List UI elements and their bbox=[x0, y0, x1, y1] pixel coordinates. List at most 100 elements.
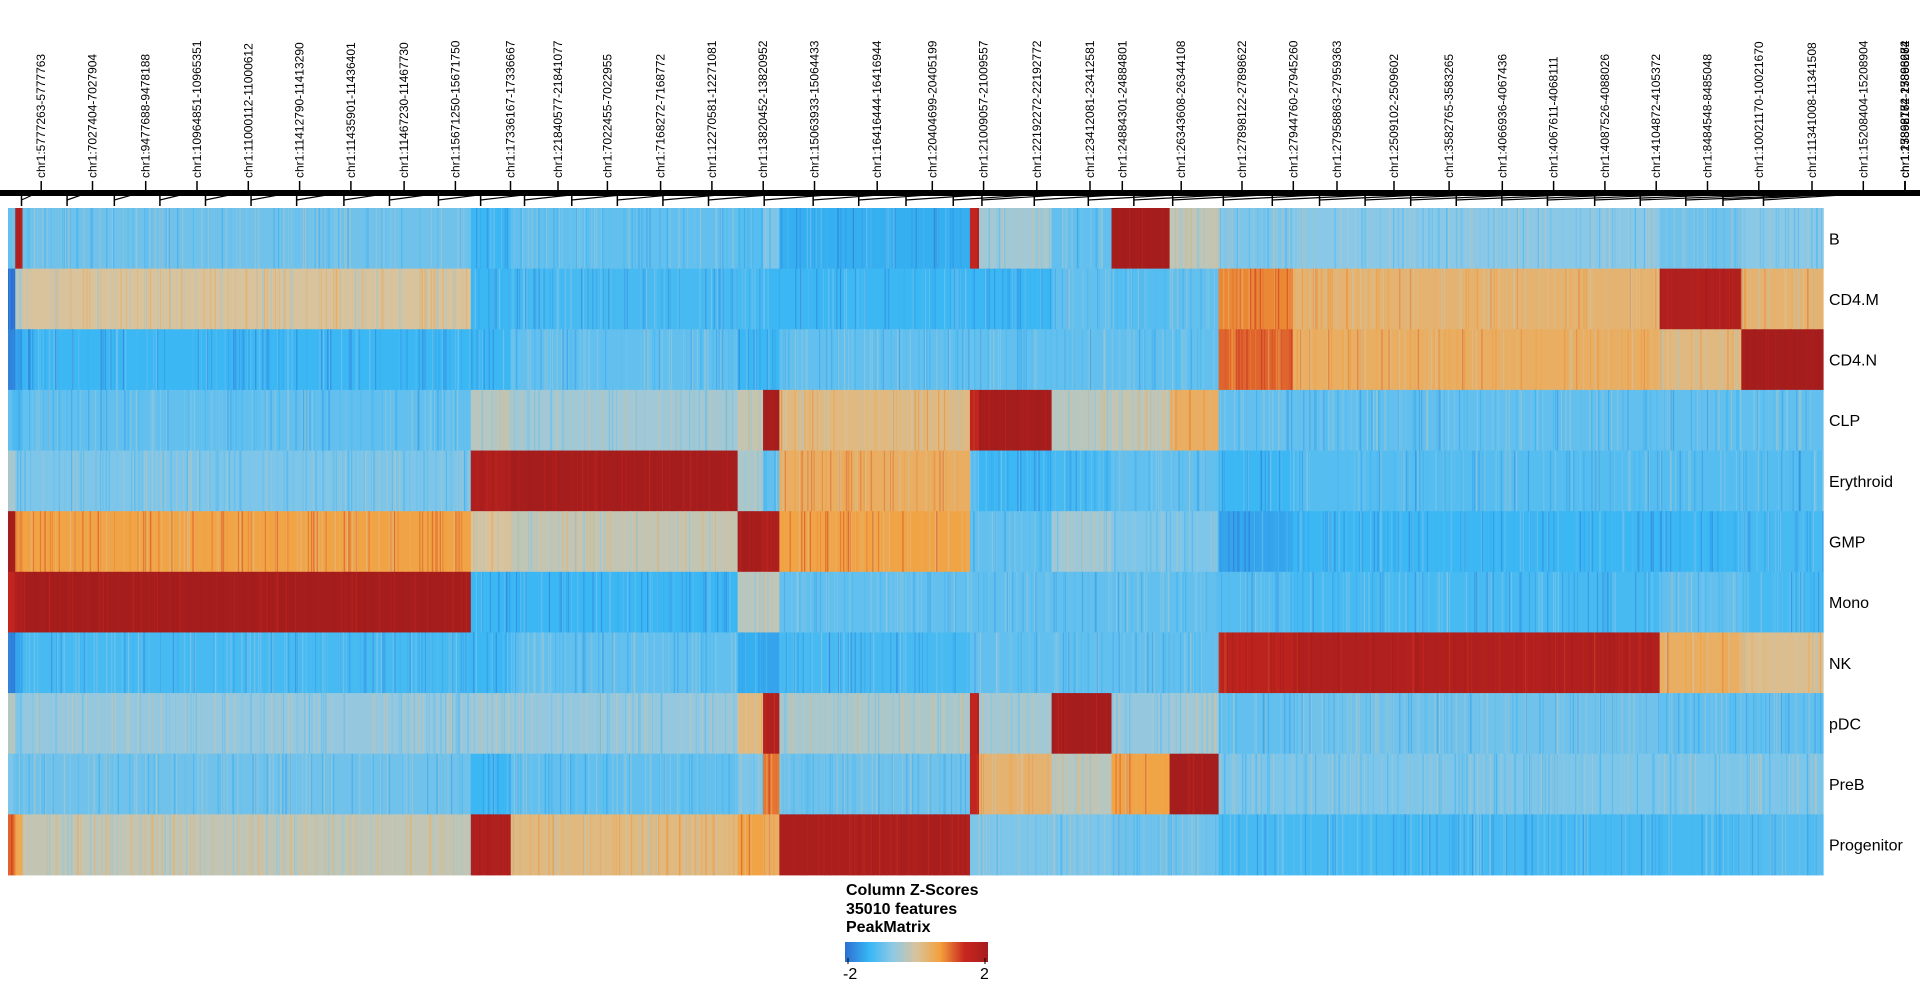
heatmap-stripe bbox=[468, 208, 470, 270]
heatmap-stripe bbox=[1095, 753, 1097, 815]
heatmap-stripe bbox=[71, 571, 74, 633]
heatmap-block-CLP-7 bbox=[779, 389, 971, 451]
heatmap-stripe bbox=[267, 329, 269, 391]
heatmap-stripe bbox=[1283, 571, 1285, 633]
heatmap-stripe bbox=[526, 268, 528, 330]
heatmap-stripe bbox=[955, 571, 957, 633]
heatmap-stripe bbox=[63, 450, 66, 512]
heatmap-stripe bbox=[1179, 208, 1181, 270]
heatmap-stripe bbox=[1185, 632, 1187, 694]
heatmap-stripe bbox=[97, 268, 99, 330]
heatmap-stripe bbox=[783, 329, 785, 391]
heatmap-stripe bbox=[889, 450, 891, 512]
heatmap-stripe bbox=[68, 571, 70, 633]
heatmap-stripe bbox=[440, 814, 442, 876]
heatmap-stripe bbox=[1078, 753, 1080, 815]
heatmap-stripe bbox=[724, 693, 726, 755]
heatmap-stripe bbox=[748, 814, 751, 876]
heatmap-stripe bbox=[996, 632, 998, 694]
heatmap-stripe bbox=[896, 632, 898, 694]
heatmap-block-CD4.M-3 bbox=[470, 268, 512, 330]
heatmap-stripe bbox=[247, 511, 249, 573]
heatmap-stripe bbox=[192, 208, 195, 270]
heatmap-stripe bbox=[1046, 571, 1048, 633]
heatmap-stripe bbox=[1038, 693, 1040, 755]
heatmap-stripe bbox=[484, 571, 486, 633]
heatmap-stripe bbox=[1261, 814, 1263, 876]
heatmap-stripe bbox=[1168, 693, 1170, 755]
heatmap-stripe bbox=[70, 571, 72, 633]
heatmap-stripe bbox=[374, 571, 376, 633]
heatmap-stripe bbox=[702, 450, 704, 512]
heatmap-stripe bbox=[827, 632, 829, 694]
heatmap-stripe bbox=[666, 814, 668, 876]
heatmap-stripe bbox=[531, 693, 533, 755]
heatmap-stripe bbox=[1053, 814, 1055, 876]
heatmap-stripe bbox=[226, 693, 229, 755]
heatmap-stripe bbox=[861, 753, 863, 815]
heatmap-stripe bbox=[564, 268, 567, 330]
heatmap-stripe bbox=[233, 571, 235, 633]
heatmap-stripe bbox=[740, 511, 742, 573]
heatmap-stripe bbox=[129, 814, 131, 876]
heatmap-stripe bbox=[1628, 208, 1630, 270]
heatmap-stripe bbox=[871, 753, 874, 815]
heatmap-stripe bbox=[860, 450, 862, 512]
heatmap-stripe bbox=[1111, 329, 1113, 391]
heatmap-stripe bbox=[584, 753, 586, 815]
heatmap-stripe bbox=[548, 571, 551, 633]
heatmap-stripe bbox=[787, 208, 789, 270]
heatmap-stripe bbox=[344, 208, 346, 270]
heatmap-stripe bbox=[701, 693, 704, 755]
heatmap-stripe bbox=[1651, 208, 1653, 270]
heatmap-stripe bbox=[1141, 753, 1143, 815]
heatmap-stripe bbox=[715, 571, 717, 633]
heatmap-stripe bbox=[576, 450, 579, 512]
heatmap-stripe bbox=[99, 208, 101, 270]
heatmap-stripe bbox=[646, 693, 649, 755]
heatmap-stripe bbox=[166, 389, 168, 451]
heatmap-stripe bbox=[1183, 329, 1185, 391]
heatmap-stripe bbox=[130, 632, 132, 694]
heatmap-stripe bbox=[100, 268, 102, 330]
heatmap-stripe bbox=[99, 814, 102, 876]
heatmap-stripe bbox=[259, 208, 261, 270]
heatmap-stripe bbox=[251, 571, 254, 633]
heatmap-stripe bbox=[325, 208, 327, 270]
heatmap-block-NK-1 bbox=[15, 632, 24, 694]
heatmap-stripe bbox=[1004, 511, 1006, 573]
heatmap-stripe bbox=[856, 268, 858, 330]
heatmap-stripe bbox=[233, 693, 235, 755]
heatmap-stripe bbox=[507, 693, 510, 755]
heatmap-stripe bbox=[1031, 753, 1033, 815]
heatmap-stripe bbox=[342, 814, 344, 876]
heatmap-stripe bbox=[1105, 693, 1107, 755]
heatmap-stripe bbox=[950, 753, 953, 815]
heatmap-stripe bbox=[105, 450, 107, 512]
heatmap-stripe bbox=[1224, 632, 1226, 694]
heatmap-stripe bbox=[1493, 208, 1495, 270]
heatmap-stripe bbox=[312, 450, 314, 512]
heatmap-stripe bbox=[253, 511, 255, 573]
heatmap-stripe bbox=[562, 329, 564, 391]
heatmap-stripe bbox=[519, 753, 521, 815]
heatmap-stripe bbox=[854, 268, 857, 330]
heatmap-stripe bbox=[929, 511, 931, 573]
heatmap-stripe bbox=[782, 450, 784, 512]
heatmap-stripe bbox=[260, 511, 262, 573]
heatmap-stripe bbox=[1281, 814, 1284, 876]
heatmap-stripe bbox=[1289, 208, 1291, 270]
heatmap-stripe bbox=[1047, 753, 1050, 815]
heatmap-stripe bbox=[1237, 511, 1239, 573]
heatmap-stripe bbox=[668, 268, 670, 330]
heatmap-stripe bbox=[1016, 571, 1018, 633]
heatmap-stripe bbox=[321, 693, 323, 755]
heatmap-stripe bbox=[195, 693, 197, 755]
heatmap-stripe bbox=[289, 268, 291, 330]
heatmap-stripe bbox=[199, 693, 201, 755]
heatmap-stripe bbox=[455, 268, 457, 330]
heatmap-stripe bbox=[602, 208, 604, 270]
heatmap-stripe bbox=[733, 814, 735, 876]
heatmap-stripe bbox=[660, 329, 662, 391]
heatmap-stripe bbox=[1208, 814, 1211, 876]
